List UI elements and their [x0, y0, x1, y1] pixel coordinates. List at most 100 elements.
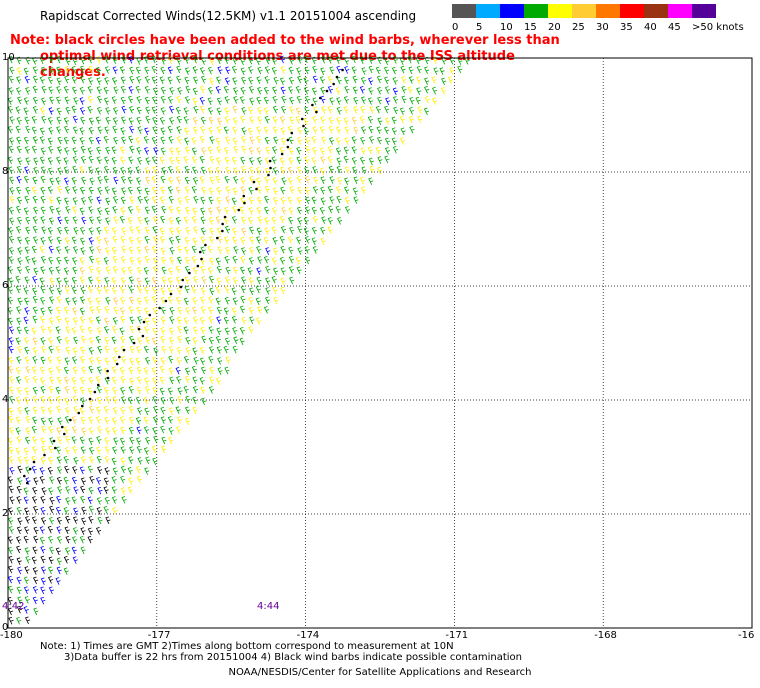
wind-barb [8, 166, 14, 175]
wind-barb [111, 96, 117, 104]
wind-barb [32, 75, 39, 84]
wind-barb [15, 396, 22, 405]
wind-barb [7, 286, 14, 295]
wind-barb [160, 256, 167, 265]
wind-barb [320, 95, 326, 104]
wind-barb [97, 95, 103, 104]
wind-barb [303, 77, 309, 85]
wind-barb [351, 66, 357, 74]
wind-barb [192, 316, 199, 324]
wind-barb [360, 136, 366, 145]
wind-barb [199, 176, 205, 184]
wind-barb [144, 386, 151, 394]
wind-barb [32, 546, 38, 555]
wind-barb [88, 186, 94, 195]
wind-barb [160, 147, 166, 156]
wind-barb [135, 417, 142, 425]
wind-barb [160, 316, 166, 325]
wind-barb [17, 257, 23, 265]
wind-barb [192, 87, 198, 96]
wind-barb [71, 105, 77, 114]
wind-barb [248, 85, 255, 94]
wind-barb [41, 487, 47, 495]
wind-barb [40, 545, 46, 554]
wind-barb [17, 456, 23, 464]
wind-barb [103, 135, 109, 144]
wind-barb [72, 516, 79, 524]
wind-barb [257, 256, 263, 264]
wind-barb [8, 517, 14, 525]
wind-barb [73, 507, 79, 515]
wind-barb [63, 306, 70, 315]
wind-barb [159, 117, 165, 125]
quality-flag-circles [23, 68, 344, 485]
wind-barb [271, 216, 277, 225]
wind-barb [128, 456, 134, 464]
wind-barb [161, 445, 167, 454]
wind-barb [280, 137, 287, 145]
wind-barb [279, 116, 286, 124]
wind-barb [360, 186, 367, 194]
wind-barb [256, 267, 262, 275]
wind-barb [7, 546, 14, 555]
quality-flag-circle [23, 474, 26, 478]
plot-frame [7, 57, 753, 629]
wind-barb [319, 76, 325, 84]
wind-barb [111, 366, 117, 374]
wind-barb [375, 105, 381, 114]
wind-barb [72, 266, 78, 275]
wind-barb [87, 527, 93, 536]
wind-barb [41, 445, 47, 454]
wind-barb [153, 347, 159, 355]
wind-barb [24, 116, 30, 125]
colorbar-swatch [644, 4, 668, 18]
wind-barb [241, 127, 247, 135]
wind-barb [127, 486, 133, 494]
wind-barb [40, 555, 46, 564]
wind-barb [65, 497, 71, 505]
wind-barb [112, 235, 118, 244]
wind-barb [80, 65, 86, 74]
wind-barb [399, 107, 406, 116]
wind-barb [65, 486, 71, 494]
wind-barb [25, 125, 31, 134]
wind-barb [359, 156, 366, 165]
wind-barb [289, 186, 295, 194]
wind-barb [57, 226, 63, 235]
wind-barb [176, 126, 182, 134]
wind-barb [215, 137, 221, 146]
wind-barb [89, 357, 95, 365]
wind-barb [287, 177, 294, 185]
wind-barb [327, 155, 333, 164]
wind-barb [281, 95, 287, 104]
wind-barb [73, 457, 79, 465]
wind-barb [129, 436, 135, 445]
wind-barb [144, 235, 150, 244]
wind-barb [368, 157, 374, 166]
wind-barb [80, 116, 86, 125]
wind-barb [192, 126, 199, 135]
wind-barb [80, 456, 87, 464]
wind-barb [63, 256, 70, 265]
wind-barb [105, 107, 111, 115]
wind-barb [72, 115, 78, 124]
wind-barb [329, 97, 335, 105]
wind-barb [240, 197, 246, 205]
wind-barb [40, 266, 46, 274]
wind-barb [288, 76, 295, 85]
wind-barb [185, 206, 191, 215]
wind-barb [104, 277, 110, 285]
wind-barb [112, 196, 119, 204]
wind-barb [128, 106, 135, 114]
wind-barb [16, 436, 22, 444]
wind-barb [111, 496, 118, 504]
wind-barb [249, 157, 255, 165]
wind-barb [136, 226, 142, 234]
wind-barb [39, 315, 46, 324]
wind-barb [377, 96, 383, 105]
wind-barb [191, 255, 197, 264]
wind-barb [56, 107, 62, 116]
wind-barb [440, 87, 447, 95]
wind-barb [223, 146, 230, 155]
wind-barb [297, 75, 303, 84]
